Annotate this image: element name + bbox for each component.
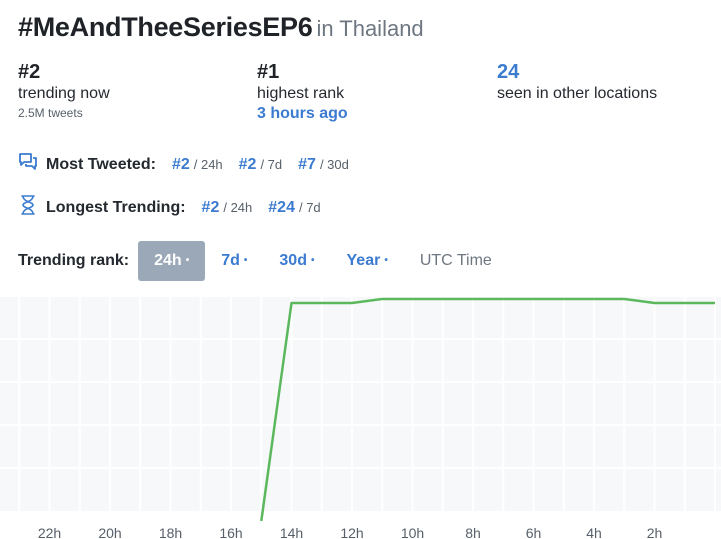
longest-trending-24h-link[interactable]: #2 xyxy=(201,198,220,216)
stat-trending-now: #2 trending now 2.5M tweets xyxy=(18,60,110,120)
stat-highest-rank: #1 highest rank 3 hours ago xyxy=(257,60,348,124)
range-tab-30d[interactable]: 30d • xyxy=(279,252,315,269)
most-tweeted-7d-period: / 7d xyxy=(260,157,283,172)
stat-other-locations: 24 seen in other locations xyxy=(497,60,657,104)
trending-rank-label: Trending rank: xyxy=(18,252,130,269)
most-tweeted-30d-link[interactable]: #7 xyxy=(298,155,316,173)
highest-rank-label: highest rank xyxy=(257,85,345,102)
longest-trending-row: Longest Trending: #2/ 24h #24/ 7d xyxy=(18,194,337,221)
x-tick-label: 20h xyxy=(98,525,121,539)
most-tweeted-label: Most Tweeted: xyxy=(46,155,156,173)
longest-trending-label: Longest Trending: xyxy=(46,198,186,216)
longest-trending-7d-period: / 7d xyxy=(298,200,321,215)
x-tick-label: 12h xyxy=(340,525,363,539)
x-tick-label: 10h xyxy=(401,525,424,539)
hashtag-title: #MeAndTheeSeriesEP6 xyxy=(18,12,313,42)
current-rank-label: trending now xyxy=(18,85,110,102)
highest-rank: #1 xyxy=(257,61,280,83)
most-tweeted-24h-period: / 24h xyxy=(193,157,223,172)
x-tick-label: 8h xyxy=(465,525,481,539)
x-tick-label: 22h xyxy=(38,525,61,539)
range-tab-24h[interactable]: 24h • xyxy=(138,241,206,281)
current-rank: #2 xyxy=(18,61,41,83)
other-locations-count-link[interactable]: 24 xyxy=(497,61,520,83)
trending-rank-chart: 22h 20h 18h 16h 14h 12h 10h 8h 6h 4h 2h xyxy=(0,297,721,539)
highest-rank-time-link[interactable]: 3 hours ago xyxy=(257,105,348,122)
x-tick-label: 14h xyxy=(280,525,303,539)
most-tweeted-30d-period: / 30d xyxy=(319,157,349,172)
plot-background xyxy=(0,297,721,511)
other-locations-label: seen in other locations xyxy=(497,85,658,102)
range-tab-7d[interactable]: 7d • xyxy=(221,252,248,269)
most-tweeted-row: Most Tweeted: #2/ 24h #2/ 7d #7/ 30d xyxy=(18,152,365,177)
tweet-count: 2.5M tweets xyxy=(18,106,83,120)
x-tick-label: 6h xyxy=(526,525,542,539)
location-label: in Thailand xyxy=(316,16,424,41)
title-row: #MeAndTheeSeriesEP6 in Thailand xyxy=(18,12,424,43)
hourglass-icon xyxy=(18,194,38,221)
chat-bubbles-icon xyxy=(18,152,38,177)
x-tick-label: 16h xyxy=(219,525,242,539)
x-tick-label: 2h xyxy=(647,525,663,539)
timezone-label: UTC Time xyxy=(419,252,492,269)
most-tweeted-24h-link[interactable]: #2 xyxy=(171,155,190,173)
longest-trending-24h-period: / 24h xyxy=(223,200,253,215)
most-tweeted-7d-link[interactable]: #2 xyxy=(238,155,257,173)
trending-rank-selector: Trending rank: 24h • 7d • 30d • Year • UTC T… xyxy=(18,241,492,281)
x-tick-label: 18h xyxy=(159,525,182,539)
longest-trending-7d-link[interactable]: #24 xyxy=(268,198,295,216)
range-tab-year[interactable]: Year • xyxy=(346,252,388,269)
x-tick-label: 4h xyxy=(586,525,602,539)
